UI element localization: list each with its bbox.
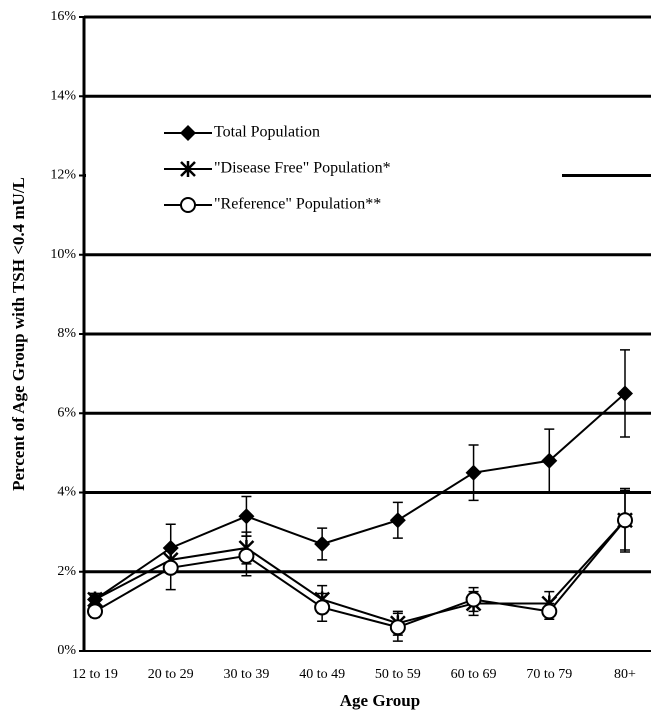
x-tick-label: 50 to 59: [375, 667, 421, 682]
x-tick-label: 30 to 39: [223, 667, 269, 682]
x-tick-label: 12 to 19: [72, 667, 118, 682]
y-tick-label: 6%: [57, 405, 76, 420]
marker: [541, 603, 558, 620]
x-tick-label: 40 to 49: [299, 667, 345, 682]
legend-label: "Disease Free" Population*: [214, 160, 391, 177]
x-tick-label: 70 to 79: [526, 667, 572, 682]
series-line: [94, 392, 626, 601]
marker: [465, 464, 482, 481]
marker: [314, 536, 331, 553]
marker: [180, 161, 196, 177]
y-tick-label: 4%: [57, 485, 76, 500]
y-axis-label: Percent of Age Group with TSH <0.4 mU/L: [9, 177, 28, 491]
series: [87, 487, 633, 642]
y-tick-label: 2%: [57, 564, 76, 579]
legend-label: Total Population: [214, 124, 320, 141]
legend-label: "Reference" Population**: [214, 196, 381, 213]
marker: [238, 547, 255, 564]
y-tick-label: 0%: [57, 643, 76, 658]
legend: Total Population "Disease Free" Populatio…: [86, 112, 562, 218]
y-tick-label: 10%: [50, 247, 76, 262]
marker: [389, 619, 406, 636]
y-tick-label: 8%: [57, 326, 76, 341]
marker: [465, 591, 482, 608]
marker: [541, 452, 558, 469]
series-line: [94, 519, 626, 625]
y-tick-label: 14%: [50, 88, 76, 103]
marker: [87, 603, 103, 620]
y-tick-label: 16%: [50, 9, 76, 24]
marker: [617, 512, 633, 529]
marker: [389, 512, 406, 529]
marker: [180, 125, 196, 141]
legend-box: [86, 112, 562, 218]
marker: [180, 197, 196, 213]
x-tick-label: 80+: [614, 667, 636, 682]
series-line: [94, 519, 626, 629]
x-tick-label: 60 to 69: [451, 667, 497, 682]
marker: [238, 508, 255, 525]
x-axis-label: Age Group: [340, 691, 420, 710]
y-tick-label: 12%: [50, 168, 76, 183]
marker: [617, 385, 633, 402]
x-tick-label: 20 to 29: [148, 667, 194, 682]
marker: [314, 599, 331, 616]
marker: [162, 559, 179, 576]
